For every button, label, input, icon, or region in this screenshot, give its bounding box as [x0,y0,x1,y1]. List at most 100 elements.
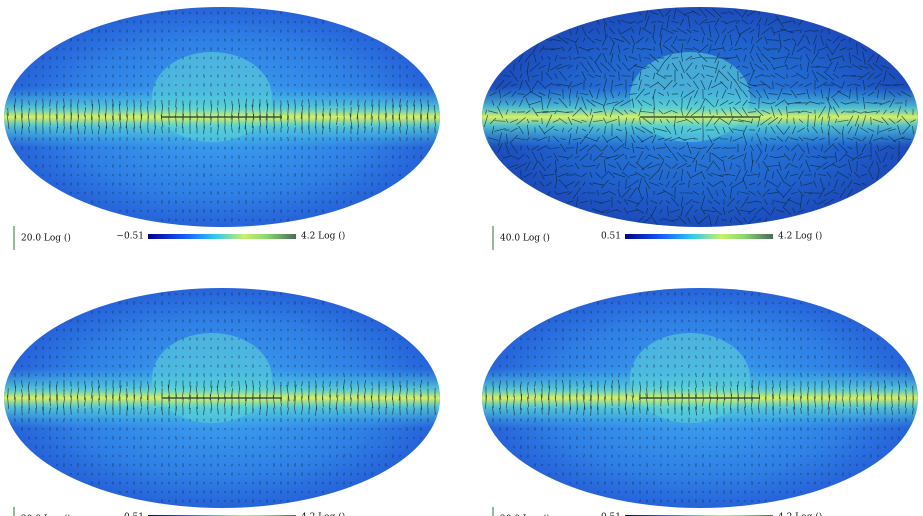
polarization-vector [568,74,572,78]
polarization-vector [645,207,649,215]
polarization-vector [783,126,791,134]
polarization-vector [697,44,709,54]
polarization-vector [49,407,51,415]
polarization-vector [506,380,508,388]
polarization-vector [760,80,772,90]
polarization-vector [56,394,58,410]
polarization-vector [856,141,858,155]
polarization-vector [533,53,537,63]
polarization-vector [705,98,715,108]
polarization-vector [596,19,600,25]
polarization-vector [491,125,495,135]
polarization-vector [118,113,122,129]
polarization-vector [609,21,615,23]
polarization-vector [562,127,564,133]
polarization-vector [518,53,524,63]
polarization-vector [104,113,108,129]
polarization-vector [538,92,546,96]
polarization-vector [175,387,177,399]
polarization-vector [816,46,828,52]
polarization-vector [642,47,652,51]
polarization-vector [635,208,645,214]
polarization-vector [420,104,422,120]
polarization-vector [620,99,632,107]
polarization-vector [770,56,776,60]
polarization-vector [806,142,810,154]
polarization-vector [590,395,592,409]
polarization-vector [681,380,683,388]
polarization-vector [812,35,818,45]
polarization-vector [624,117,628,125]
polarization-vector [601,34,609,46]
polarization-vector [617,19,621,25]
polarization-vector [571,118,583,124]
polarization-vector [743,145,747,151]
polarization-vector [494,120,506,122]
polarization-vector [604,380,606,388]
polarization-vector [604,386,606,400]
polarization-vector [709,109,711,115]
polarization-vector [659,101,663,105]
polarization-vector [399,98,401,108]
polarization-vector [398,114,402,128]
polarization-vector [406,100,408,106]
polarization-vector [631,142,635,154]
polarization-vector [832,164,840,168]
polarization-vector [640,110,654,114]
polarization-vector [350,397,352,407]
polarization-vector [758,172,760,178]
polarization-vector [749,61,755,73]
polarization-vector [125,114,129,128]
polarization-vector [612,172,626,178]
polarization-vector [715,190,719,196]
polarization-vector [534,387,536,399]
polarization-vector [413,396,415,408]
polarization-vector [349,113,353,129]
polarization-vector [531,80,539,90]
polarization-vector [105,99,107,107]
polarization-vector [287,115,289,127]
polarization-vector [711,81,723,89]
polarization-vector [576,394,578,410]
polarization-vector [711,206,723,216]
polarization-vector [49,397,51,407]
polarization-vector [671,62,679,72]
polarization-vector [683,90,695,98]
polarization-vector [883,69,887,83]
polarization-vector [524,79,532,91]
polarization-vector [625,132,627,146]
polarization-vector [294,116,296,126]
polarization-vector [575,43,579,55]
polarization-vector [98,106,100,118]
polarization-vector [315,113,317,129]
polarization-vector [685,62,693,72]
polarization-vector [861,183,867,185]
polarization-vector [713,136,721,142]
polarization-vector [849,396,851,408]
polarization-vector [797,110,805,114]
polarization-vector [827,125,831,135]
polarization-vector [640,135,654,143]
polarization-vector [882,164,888,168]
polarization-vector [392,407,394,415]
polarization-vector [813,199,817,205]
polarization-vector [656,147,666,149]
polarization-vector [723,381,725,387]
polarization-vector [765,396,767,408]
polarization-vector [727,92,735,96]
polarization-vector [664,54,672,62]
polarization-vector [730,136,732,142]
polarization-vector [252,408,254,414]
polarization-vector [613,153,625,161]
polarization-vector [406,387,408,399]
polarization-vector [695,406,697,416]
polarization-vector [695,372,697,378]
polarization-vector [733,9,743,17]
polarization-vector [384,395,388,409]
polarization-vector [244,125,248,135]
polarization-vector [558,117,568,125]
polarization-vector [742,37,748,43]
polarization-vector [713,147,721,149]
polarization-vector [70,388,72,398]
polarization-vector [42,406,44,416]
